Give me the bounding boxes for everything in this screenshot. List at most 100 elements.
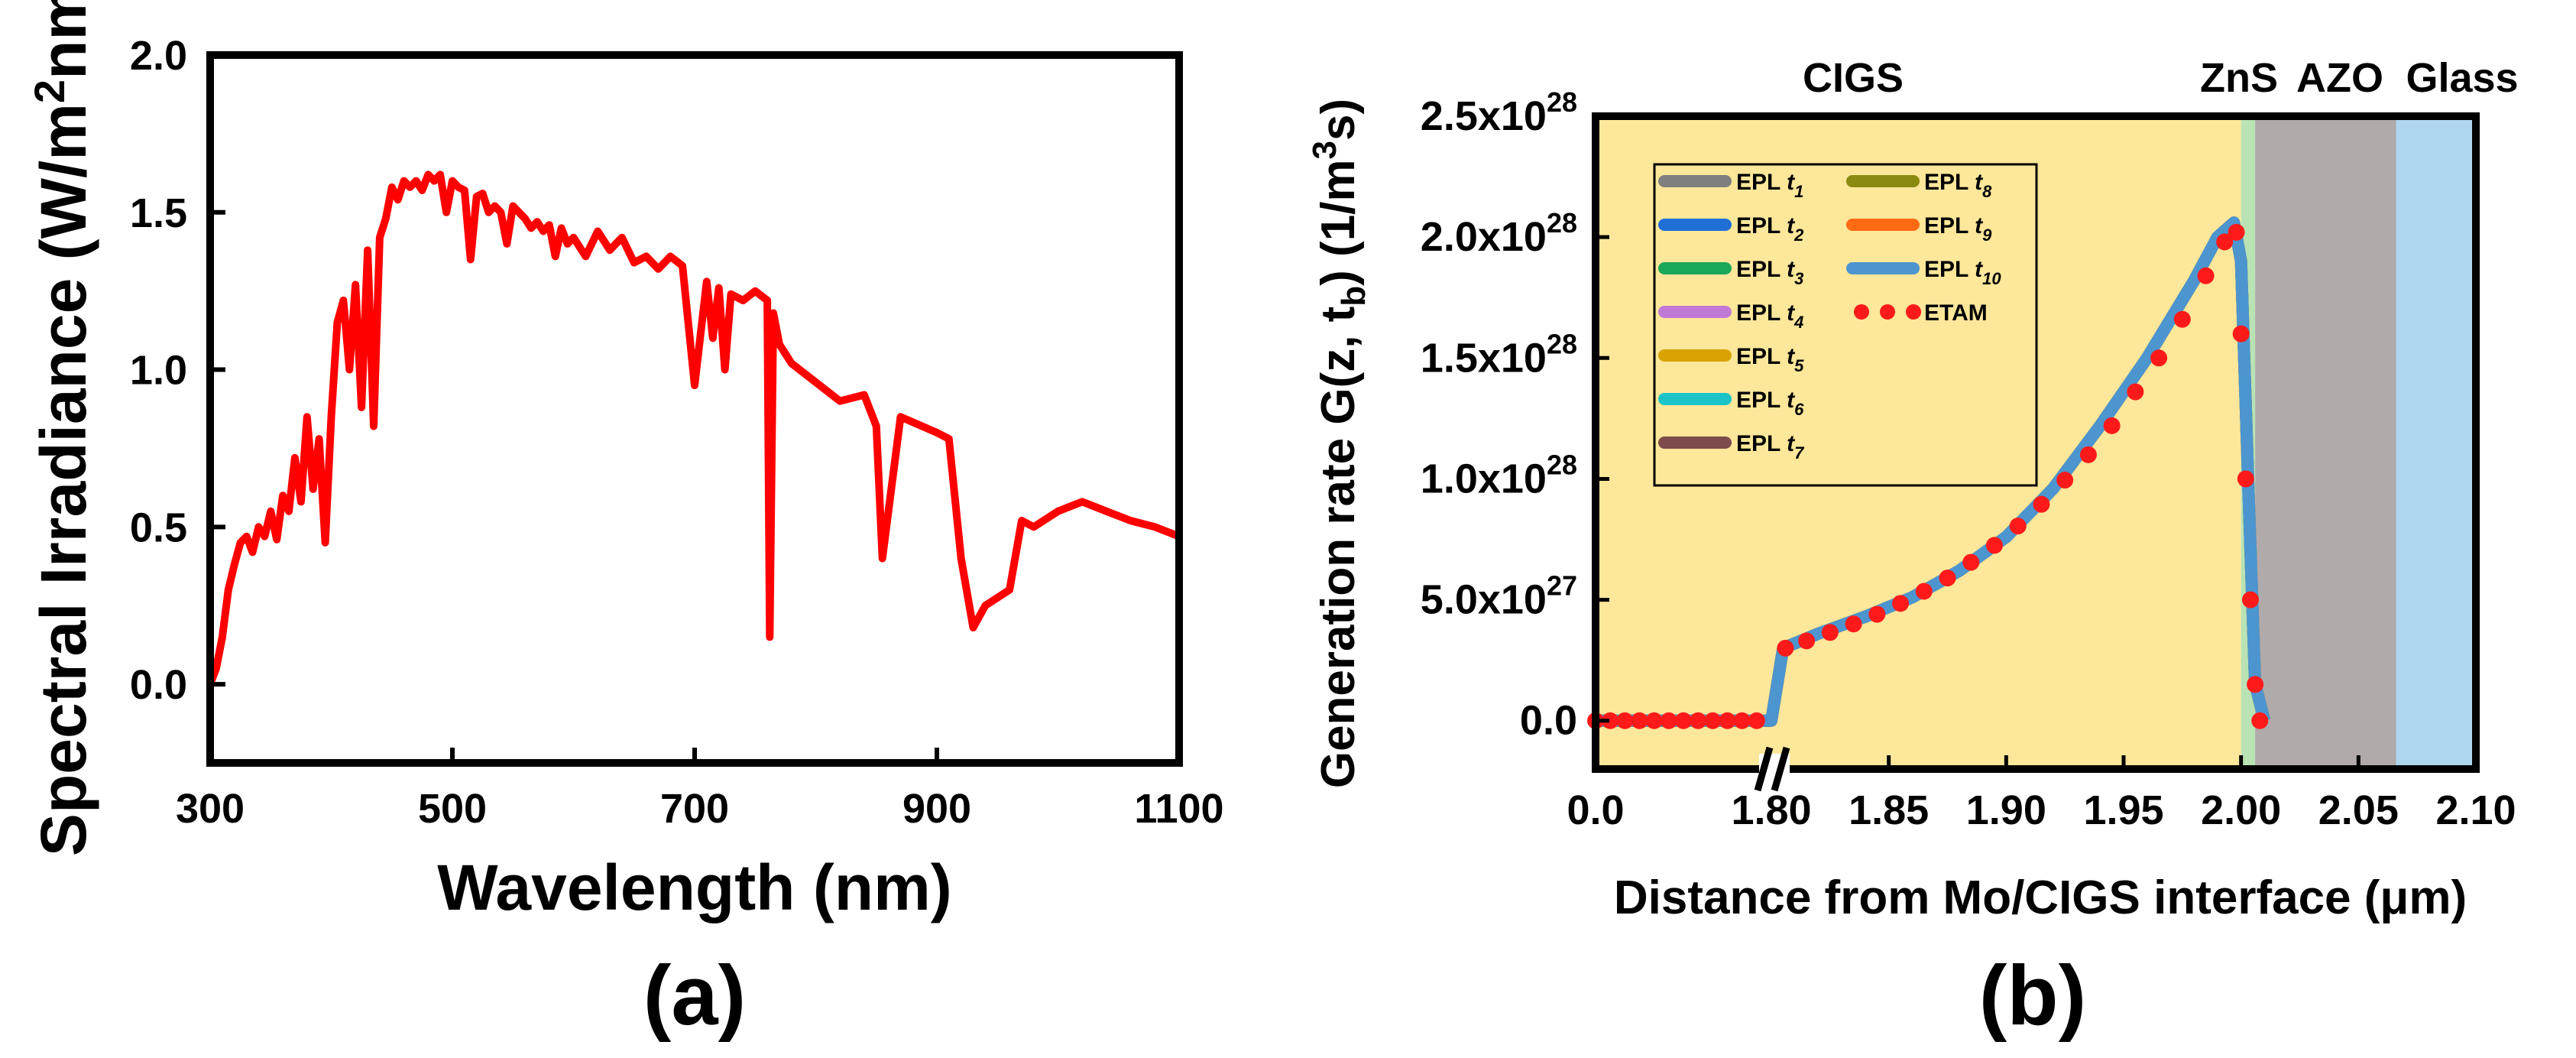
panel-b: CIGS ZnS AZO Glass 0.0 1.80 1.85 1.90 1.95 2.00 2… [1306,55,2519,1043]
y-axis-label-b: Generation rate G(z, tb) (1/m3s) [1306,99,1372,788]
y-tick-label-b: 1.0x1028 [1421,449,1577,501]
etam-point [2197,267,2215,284]
legend-label: EPL t9 [1924,213,1992,245]
layer-region-labels: CIGS ZnS AZO Glass [1803,55,2519,101]
legend-entry: EPL t6 [1658,388,1804,419]
etam-point [1675,712,1692,729]
etam-point [1733,712,1751,729]
etam-point [1939,570,1956,587]
legend-entry: EPL t7 [1658,431,1805,462]
legend-label: EPL t4 [1736,300,1803,332]
x-tick-label-b: 2.10 [2435,787,2516,833]
etam-point [2247,676,2264,693]
y-tick-label-a: 2.0 [130,33,187,79]
x-tick-label-b: 2.05 [2318,787,2399,833]
etam-point [1602,712,1619,729]
x-axis-a: 300 500 700 900 1100 [176,748,1224,832]
etam-point [2150,349,2168,367]
legend-label: EPL t3 [1736,257,1803,288]
legend-marker-dot [1906,304,1921,320]
region-azo [2255,116,2396,769]
legend-entry: EPL t1 [1658,170,1803,201]
x-tick-label-b: 0.0 [1567,787,1624,833]
panel-label-a: (a) [643,949,746,1043]
legend-entry: EPL t2 [1658,213,1804,245]
y-axis-label-a: Spectral Irradiance (W/m2nm) [25,0,99,856]
etam-point [1719,712,1736,729]
panel-a: 300 500 700 900 1100 0.0 0.5 1.0 1.5 2.0 Wavelen… [25,0,1224,1043]
legend: EPL t1 EPL t2 EPL t3 EPL t4 EPL t5 EPL t6 EPL … [1653,163,2038,487]
x-tick-label-a: 300 [176,786,245,832]
x-tick-label-b: 1.95 [2083,787,2163,833]
x-tick-label-b: 1.90 [1966,787,2046,833]
etam-point [2079,446,2097,463]
x-tick-label-b: 1.80 [1731,787,1811,833]
region-glass [2396,116,2476,769]
y-tick-label-a: 0.5 [130,505,187,550]
x-axis-b: 0.0 1.80 1.85 1.90 1.95 2.00 2.05 2.10 [1567,755,2516,833]
legend-entry: ETAM [1854,300,1988,326]
etam-point [1915,583,1933,600]
x-tick-label-b: 1.85 [1849,787,1929,833]
axis-break-symbol [1754,746,1790,792]
etam-point [1868,605,1886,623]
etam-point [1748,712,1765,729]
legend-marker-dot [1880,304,1895,320]
x-tick-label-a: 900 [902,786,971,832]
y-tick-label-b: 1.5x1028 [1421,328,1577,381]
etam-point [1821,624,1839,641]
etam-point [2216,233,2234,251]
legend-box [1653,163,2038,487]
legend-label: EPL t5 [1736,344,1804,375]
etam-point [1616,712,1634,729]
etam-point [1798,632,1816,650]
y-axis-b: 0.0 5.0x1027 1.0x1028 1.5x1028 2.0x1028 2.5x1… [1421,86,1609,744]
legend-label: EPL t6 [1736,388,1804,419]
y-tick-label-b: 0.0 [1520,698,1577,744]
legend-entry: EPL t3 [1658,257,1803,288]
legend-label: EPL t1 [1736,170,1803,201]
y-tick-label-b: 2.0x1028 [1421,207,1577,260]
etam-point [1845,615,1862,633]
legend-entry: EPL t8 [1846,170,1992,201]
legend-entry: EPL t5 [1658,344,1804,375]
etam-point [2232,325,2250,342]
etam-point [1660,712,1677,729]
x-tick-label-a: 700 [660,786,729,832]
plot-frame-b [1592,112,2480,773]
etam-point [1690,712,1707,729]
legend-label: EPL t2 [1736,213,1804,245]
legend-entry: EPL t4 [1658,300,1803,332]
etam-points [1587,223,2269,729]
legend-label: EPL t8 [1924,170,1992,201]
etam-point [1777,639,1794,657]
legend-entry: EPL t10 [1846,257,2001,288]
y-tick-label-a: 1.5 [130,190,187,236]
etam-point [2009,518,2027,535]
etam-point [1645,712,1663,729]
etam-point [2127,383,2144,401]
y-axis-a: 0.0 0.5 1.0 1.5 2.0 [130,33,225,708]
y-tick-label-a: 0.0 [130,662,187,708]
x-tick-label-b: 2.00 [2201,787,2281,833]
etam-point [1631,712,1648,729]
etam-point [2237,470,2254,488]
x-tick-label-a: 500 [418,786,487,832]
etam-point [2173,310,2191,328]
etam-point [1892,595,1910,612]
legend-label: EPL t7 [1736,431,1805,462]
etam-point [1962,553,1980,571]
etam-point [2033,495,2050,513]
spectrum-line [206,170,1181,686]
etam-point [2056,472,2074,489]
plot-frame-a [206,51,1183,767]
etam-point [2228,223,2245,241]
etam-point [2103,417,2121,434]
x-axis-label-b: Distance from Mo/CIGS interface (μm) [1614,871,2467,924]
legend-marker-dot [1854,304,1869,320]
y-tick-label-b: 5.0x1027 [1421,570,1577,623]
legend-entry: EPL t9 [1846,213,1992,245]
legend-label: EPL t10 [1924,257,2001,288]
region-label-zns: ZnS [2200,55,2278,101]
